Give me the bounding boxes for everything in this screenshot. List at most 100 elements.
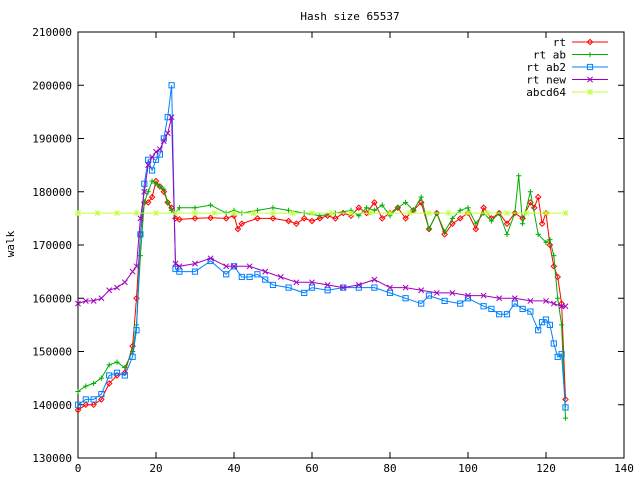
data-point [82, 297, 89, 304]
data-point [153, 210, 159, 217]
data-point [324, 281, 331, 288]
legend-label: rt [553, 36, 566, 49]
data-point [207, 255, 214, 262]
data-point [465, 292, 471, 299]
data-point [551, 253, 557, 259]
data-point [153, 181, 159, 187]
data-point [137, 231, 144, 238]
data-point [133, 327, 140, 334]
data-point [523, 210, 530, 217]
legend-marker [587, 89, 593, 95]
data-point [465, 205, 471, 211]
data-point [153, 148, 159, 155]
series-rt-ab [75, 173, 569, 421]
data-point [238, 273, 245, 281]
data-point [130, 348, 136, 355]
data-point [172, 260, 179, 267]
data-point [543, 210, 549, 217]
data-point [285, 284, 292, 291]
data-point [480, 303, 487, 310]
data-point [538, 220, 546, 228]
data-point [106, 287, 113, 294]
x-tick-label: 0 [75, 462, 82, 475]
data-point [114, 284, 120, 291]
data-point [121, 279, 128, 286]
data-point [113, 369, 121, 376]
data-point [480, 204, 487, 212]
data-point [149, 154, 156, 161]
data-point [106, 372, 113, 379]
data-point [367, 210, 374, 217]
data-point [160, 188, 168, 196]
data-point [534, 193, 542, 201]
x-tick-label: 60 [305, 462, 318, 475]
data-point [160, 138, 167, 145]
data-point [402, 215, 409, 222]
data-point [488, 218, 494, 224]
x-tick-label: 40 [227, 462, 240, 475]
data-point [75, 388, 81, 395]
data-point [152, 156, 160, 163]
data-point [90, 297, 97, 304]
data-point [82, 396, 89, 403]
data-point [378, 215, 386, 222]
data-point [520, 221, 526, 227]
data-point [387, 284, 393, 291]
data-point [98, 295, 105, 302]
series-abcd64 [75, 210, 569, 217]
data-point [285, 217, 292, 225]
data-point [348, 210, 354, 217]
data-point [527, 308, 534, 315]
data-point [156, 151, 164, 158]
data-point [231, 263, 237, 270]
legend-label: rt new [526, 74, 566, 87]
data-point [191, 215, 199, 222]
data-point [496, 295, 503, 302]
data-point [527, 297, 534, 304]
data-point [480, 292, 487, 299]
data-point [442, 229, 448, 235]
data-point [145, 189, 151, 195]
data-point [277, 273, 284, 280]
data-point [562, 404, 569, 411]
data-point [433, 289, 440, 296]
data-point [293, 279, 300, 286]
data-point [484, 210, 491, 217]
series-layer [74, 82, 569, 421]
data-point [129, 353, 136, 360]
data-point [441, 231, 448, 238]
data-point [98, 391, 105, 398]
data-point [511, 300, 518, 307]
data-point [122, 364, 128, 371]
data-point [145, 162, 152, 169]
series-rt-new [75, 114, 569, 310]
data-point [289, 210, 296, 217]
data-point [309, 210, 315, 217]
data-point [114, 210, 120, 217]
data-point [472, 225, 480, 233]
data-point [355, 204, 363, 212]
data-point [164, 114, 171, 121]
data-point [503, 220, 511, 228]
data-point [149, 167, 156, 174]
data-point [449, 215, 455, 221]
data-point [511, 295, 518, 302]
data-point [324, 287, 331, 294]
data-point [172, 215, 179, 222]
data-point [356, 213, 362, 219]
data-point [456, 215, 464, 222]
data-point [465, 210, 471, 217]
data-point [543, 297, 549, 304]
data-point [270, 210, 276, 217]
data-point [527, 189, 533, 195]
data-point [425, 292, 433, 299]
series-line [77, 117, 566, 307]
data-point [317, 213, 323, 219]
data-point [231, 210, 237, 217]
data-point [504, 231, 510, 237]
data-point [402, 284, 409, 291]
data-point [105, 380, 113, 387]
data-point [301, 289, 308, 297]
series-rt-ab2 [74, 82, 569, 411]
data-point [262, 276, 269, 283]
